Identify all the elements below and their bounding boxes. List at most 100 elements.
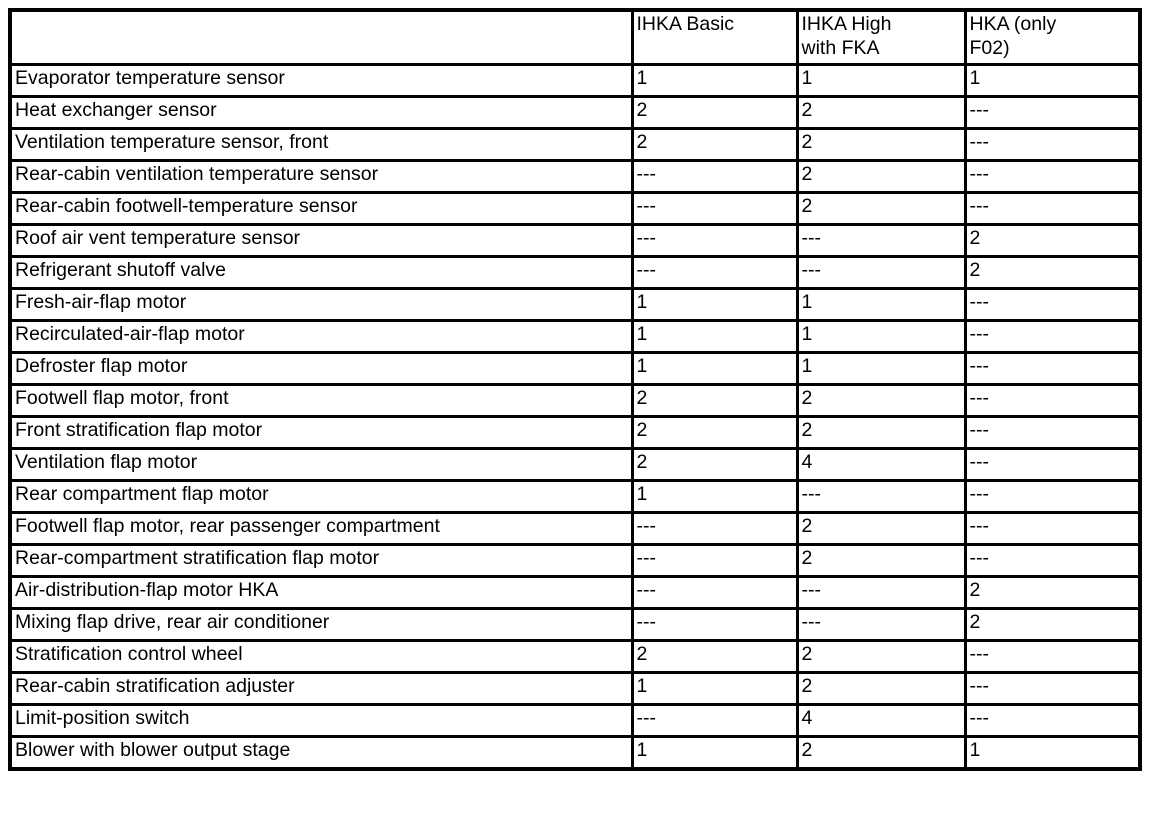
- table-row: Roof air vent temperature sensor --- --- 2: [8, 223, 1142, 258]
- count-value-cell: 1: [795, 287, 967, 322]
- count-value-cell: ---: [630, 159, 799, 194]
- component-name-cell: Roof air vent temperature sensor: [8, 223, 634, 258]
- count-value-cell: ---: [630, 191, 799, 226]
- table-row: Stratification control wheel 2 2 ---: [8, 639, 1142, 674]
- table-row: Rear compartment flap motor 1 --- ---: [8, 479, 1142, 514]
- count-value-cell: 2: [795, 127, 967, 162]
- component-name-cell: Fresh-air-flap motor: [8, 287, 634, 322]
- count-value-cell: ---: [963, 191, 1142, 226]
- component-name-cell: Blower with blower output stage: [8, 735, 634, 771]
- header-row: IHKA Basic IHKA High with FKA HKA (only …: [8, 8, 1142, 66]
- table-row: Limit-position switch --- 4 ---: [8, 703, 1142, 738]
- table-row: Ventilation flap motor 2 4 ---: [8, 447, 1142, 482]
- count-value-cell: ---: [795, 607, 967, 642]
- count-value-cell: ---: [795, 223, 967, 258]
- count-value-cell: 4: [795, 447, 967, 482]
- count-value-cell: ---: [963, 287, 1142, 322]
- count-value-cell: ---: [630, 703, 799, 738]
- component-name-cell: Defroster flap motor: [8, 351, 634, 386]
- count-value-cell: 1: [630, 63, 799, 98]
- count-value-cell: ---: [963, 351, 1142, 386]
- count-value-cell: ---: [963, 159, 1142, 194]
- table-row: Blower with blower output stage 1 2 1: [8, 735, 1142, 771]
- count-value-cell: 2: [963, 575, 1142, 610]
- count-value-cell: ---: [630, 223, 799, 258]
- count-value-cell: 1: [630, 287, 799, 322]
- component-name-cell: Ventilation temperature sensor, front: [8, 127, 634, 162]
- count-value-cell: ---: [963, 447, 1142, 482]
- count-value-cell: 2: [795, 511, 967, 546]
- count-value-cell: ---: [630, 607, 799, 642]
- header-ihka-high-with-fka: IHKA High with FKA: [795, 8, 967, 66]
- table-row: Refrigerant shutoff valve --- --- 2: [8, 255, 1142, 290]
- count-value-cell: ---: [963, 671, 1142, 706]
- component-name-cell: Rear-cabin stratification adjuster: [8, 671, 634, 706]
- count-value-cell: ---: [963, 543, 1142, 578]
- component-name-cell: Front stratification flap motor: [8, 415, 634, 450]
- table-row: Recirculated-air-flap motor 1 1 ---: [8, 319, 1142, 354]
- table-row: Front stratification flap motor 2 2 ---: [8, 415, 1142, 450]
- count-value-cell: 2: [795, 671, 967, 706]
- count-value-cell: 2: [795, 415, 967, 450]
- component-name-cell: Stratification control wheel: [8, 639, 634, 674]
- count-value-cell: 2: [963, 607, 1142, 642]
- count-value-cell: 2: [795, 95, 967, 130]
- component-name-cell: Footwell flap motor, front: [8, 383, 634, 418]
- count-value-cell: ---: [630, 543, 799, 578]
- header-hka-only-f02: HKA (only F02): [963, 8, 1142, 66]
- table-row: Ventilation temperature sensor, front 2 2-…: [8, 127, 1142, 162]
- count-value-cell: 2: [795, 191, 967, 226]
- count-value-cell: ---: [795, 479, 967, 514]
- count-value-cell: 1: [630, 319, 799, 354]
- component-name-cell: Evaporator temperature sensor: [8, 63, 634, 98]
- count-value-cell: 2: [630, 447, 799, 482]
- count-value-cell: 1: [630, 479, 799, 514]
- count-value-cell: 2: [795, 543, 967, 578]
- component-name-cell: Air-distribution-flap motor HKA: [8, 575, 634, 610]
- component-name-cell: Refrigerant shutoff valve: [8, 255, 634, 290]
- count-value-cell: 2: [630, 127, 799, 162]
- count-value-cell: 2: [795, 383, 967, 418]
- table-row: Air-distribution-flap motor HKA --- --- 2: [8, 575, 1142, 610]
- component-name-cell: Recirculated-air-flap motor: [8, 319, 634, 354]
- count-value-cell: ---: [963, 415, 1142, 450]
- component-name-cell: Ventilation flap motor: [8, 447, 634, 482]
- count-value-cell: 2: [630, 95, 799, 130]
- count-value-cell: ---: [795, 575, 967, 610]
- count-value-cell: 1: [630, 351, 799, 386]
- count-value-cell: 1: [795, 351, 967, 386]
- table-row: Rear-cabin stratification adjuster 1 2 ---: [8, 671, 1142, 706]
- component-name-cell: Heat exchanger sensor: [8, 95, 634, 130]
- component-count-table: IHKA Basic IHKA High with FKA HKA (only …: [8, 8, 1142, 771]
- count-value-cell: ---: [795, 255, 967, 290]
- header-component-column: [8, 8, 634, 66]
- component-name-cell: Mixing flap drive, rear air conditioner: [8, 607, 634, 642]
- count-value-cell: 1: [630, 735, 799, 771]
- count-value-cell: ---: [630, 575, 799, 610]
- count-value-cell: ---: [963, 639, 1142, 674]
- table-row: Footwell flap motor, rear passenger comp…: [8, 511, 1142, 546]
- count-value-cell: 1: [795, 63, 967, 98]
- count-value-cell: ---: [963, 95, 1142, 130]
- component-name-cell: Rear compartment flap motor: [8, 479, 634, 514]
- count-value-cell: ---: [963, 383, 1142, 418]
- component-name-cell: Footwell flap motor, rear passenger comp…: [8, 511, 634, 546]
- table-body: Evaporator temperature sensor 1 1 1 Heat exc…: [8, 63, 1142, 771]
- count-value-cell: 2: [963, 223, 1142, 258]
- table-row: Rear-cabin ventilation temperature senso…: [8, 159, 1142, 194]
- count-value-cell: ---: [963, 479, 1142, 514]
- table-row: Fresh-air-flap motor 1 1 ---: [8, 287, 1142, 322]
- count-value-cell: ---: [630, 511, 799, 546]
- header-ihka-basic: IHKA Basic: [630, 8, 799, 66]
- count-value-cell: 2: [795, 159, 967, 194]
- count-value-cell: 4: [795, 703, 967, 738]
- table-row: Evaporator temperature sensor 1 1 1: [8, 63, 1142, 98]
- count-value-cell: ---: [963, 319, 1142, 354]
- table-row: Footwell flap motor, front 2 2 ---: [8, 383, 1142, 418]
- table-row: Mixing flap drive, rear air conditioner -…: [8, 607, 1142, 642]
- count-value-cell: ---: [963, 511, 1142, 546]
- count-value-cell: 2: [630, 639, 799, 674]
- count-value-cell: 1: [795, 319, 967, 354]
- count-value-cell: 2: [795, 735, 967, 771]
